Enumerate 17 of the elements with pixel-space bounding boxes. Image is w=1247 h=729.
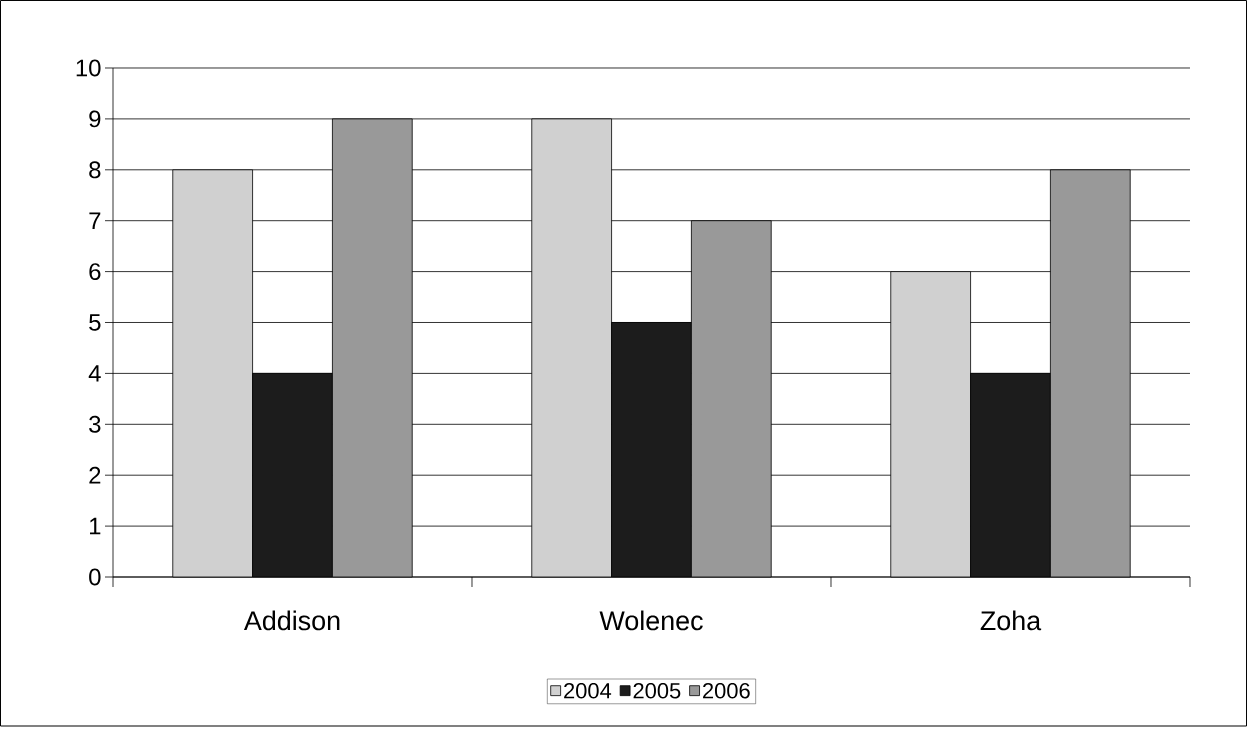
y-tick-label: 9 (89, 110, 101, 128)
y-tick-label: 0 (89, 568, 101, 586)
y-tick-label: 3 (89, 415, 101, 433)
y-tick-label: 2 (89, 466, 101, 484)
legend-label: 2006 (703, 682, 750, 699)
y-tick-label: 7 (89, 212, 101, 229)
x-tick-label: Zoha (980, 610, 1042, 631)
y-tick-label: 4 (88, 365, 101, 382)
y-tick-label: 8 (89, 161, 101, 179)
y-tick-label: 5 (89, 314, 101, 331)
x-tick-label: Wolenec (599, 610, 703, 631)
y-tick-label: 1 (90, 517, 101, 535)
legend-label: 2004 (564, 682, 612, 699)
y-tick-label: 6 (89, 263, 101, 281)
legend-label: 2005 (633, 682, 681, 699)
x-tick-label: Addison (243, 610, 340, 631)
y-tick-label: 10 (76, 59, 101, 77)
